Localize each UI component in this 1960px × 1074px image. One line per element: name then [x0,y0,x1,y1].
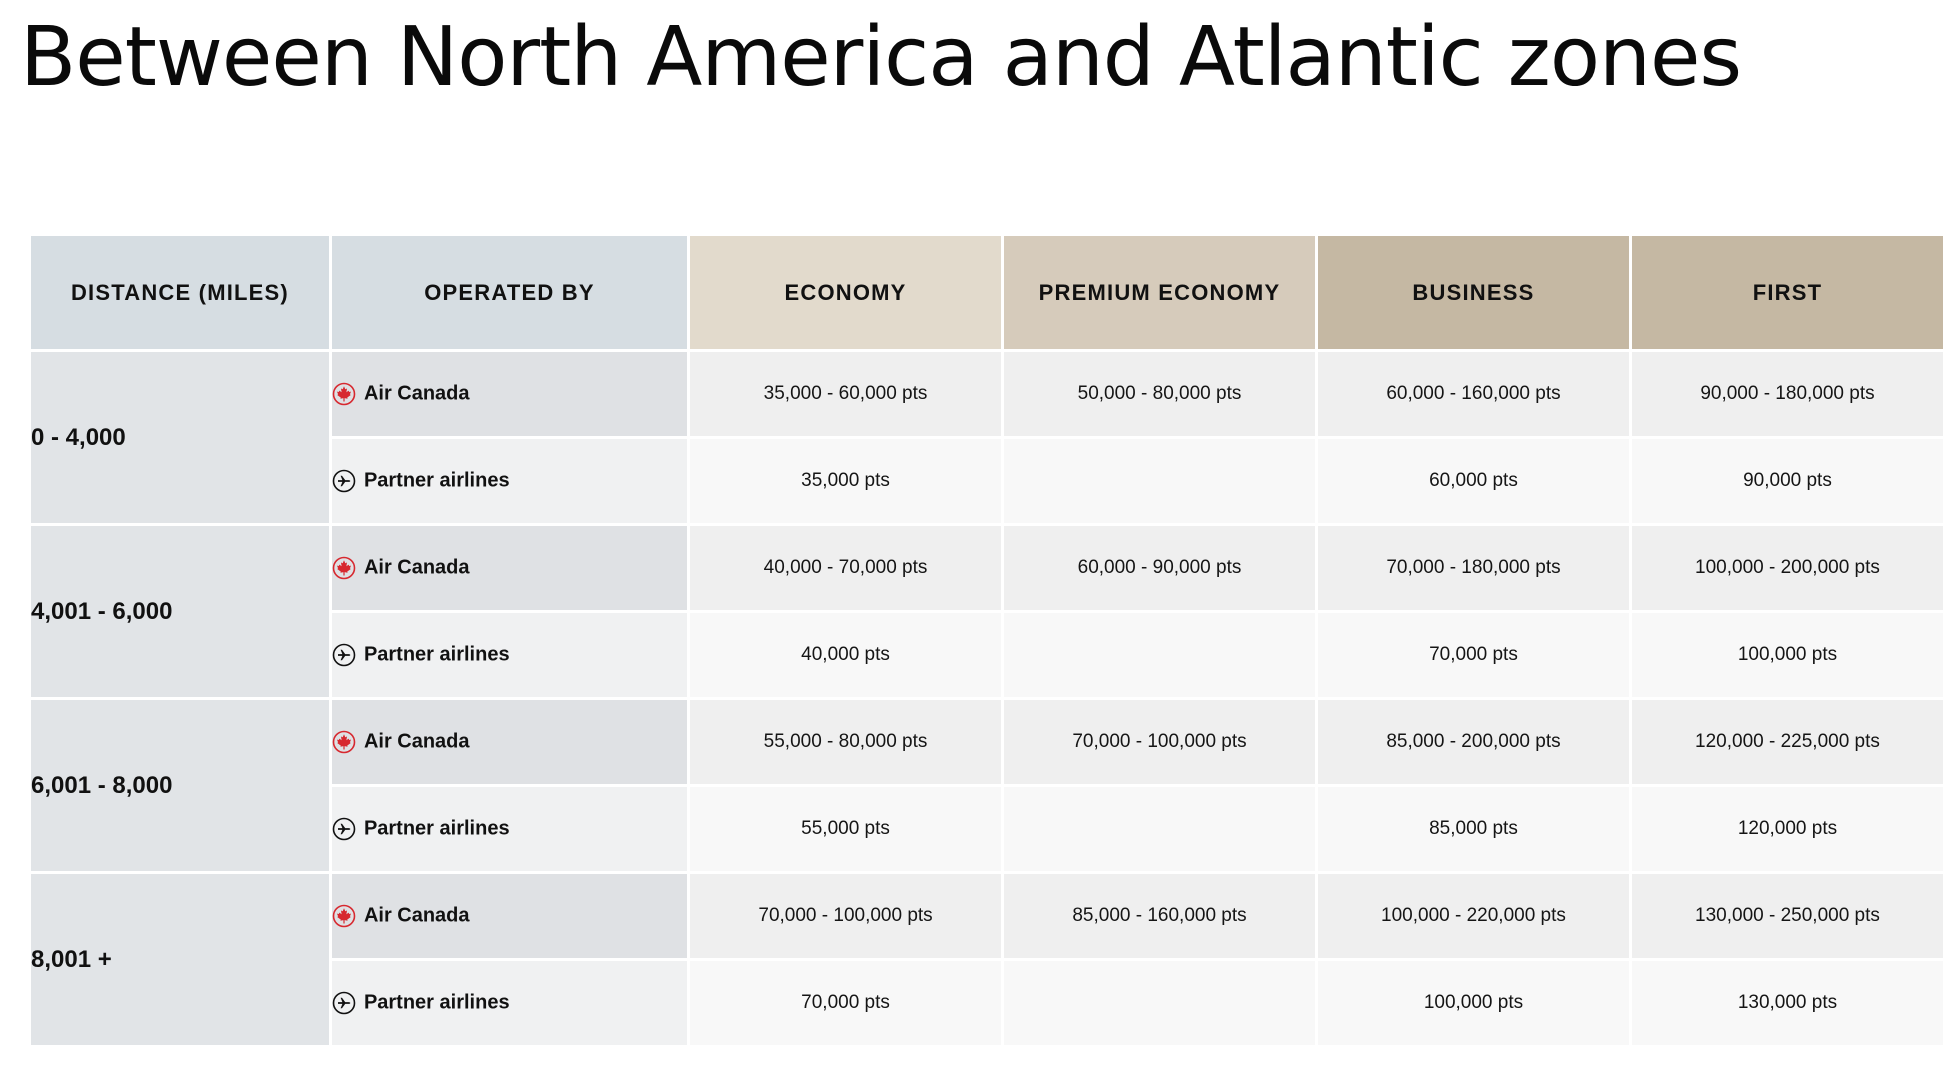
price-economy: 55,000 - 80,000 pts [690,700,1002,784]
award-chart-container: DISTANCE (MILES) OPERATED BY ECONOMY PRE… [28,233,1946,1048]
table-row: 4,001 - 6,000 Air Canada 40,000 - 70,000 p… [31,526,1943,697]
price-premium-economy [1004,961,1315,1045]
header-distance: DISTANCE (MILES) [31,236,329,349]
table-row: 8,001 + Air Canada 70,000 - 100,000 pts 85,… [31,874,1943,1045]
operator-label: Partner airlines [363,991,510,1014]
price-business: 60,000 - 160,000 pts [1317,352,1629,436]
operator-label: Partner airlines [363,469,510,492]
page-title: Between North America and Atlantic zones [20,10,1742,105]
price-economy: 35,000 pts [690,439,1002,523]
table-row: Partner airlines 40,000 pts 70,000 pts 100,… [31,613,1943,697]
operator-cell-partner-airlines: Partner airlines [331,613,688,697]
operator-cell-air-canada: Air Canada [331,352,688,436]
price-first: 100,000 - 200,000 pts [1631,526,1943,610]
price-first: 100,000 pts [1631,613,1943,697]
operator-cell-partner-airlines: Partner airlines [331,439,688,523]
price-premium-economy [1004,439,1315,523]
price-first: 120,000 pts [1631,787,1943,871]
price-business: 100,000 pts [1317,961,1629,1045]
maple-leaf-icon [332,556,356,580]
maple-leaf-icon [332,730,356,754]
price-business: 85,000 pts [1317,787,1629,871]
price-economy: 70,000 pts [690,961,1002,1045]
table-row: 0 - 4,000 Air Canada 35,000 - 60,000 pts 50… [31,352,1943,523]
header-business: BUSINESS [1317,236,1629,349]
maple-leaf-icon [332,904,356,928]
price-economy: 40,000 pts [690,613,1002,697]
price-premium-economy: 85,000 - 160,000 pts [1004,874,1315,958]
distance-band: 4,001 - 6,000 [31,526,329,697]
price-economy: 55,000 pts [690,787,1002,871]
price-economy: 35,000 - 60,000 pts [690,352,1002,436]
price-premium-economy: 70,000 - 100,000 pts [1004,700,1315,784]
price-first: 120,000 - 225,000 pts [1631,700,1943,784]
price-premium-economy [1004,787,1315,871]
header-operated-by: OPERATED BY [331,236,688,349]
price-premium-economy [1004,613,1315,697]
operator-cell-air-canada: Air Canada [331,700,688,784]
chart-body: 0 - 4,000 Air Canada 35,000 - 60,000 pts 50… [31,352,1943,1045]
plane-circle-icon [332,991,356,1015]
operator-label: Partner airlines [363,817,510,840]
price-business: 70,000 pts [1317,613,1629,697]
header-economy: ECONOMY [690,236,1002,349]
price-business: 85,000 - 200,000 pts [1317,700,1629,784]
distance-band: 8,001 + [31,874,329,1045]
table-row: Partner airlines 70,000 pts 100,000 pts 130… [31,961,1943,1045]
price-first: 130,000 - 250,000 pts [1631,874,1943,958]
price-first: 90,000 pts [1631,439,1943,523]
price-economy: 70,000 - 100,000 pts [690,874,1002,958]
operator-label: Partner airlines [363,643,510,666]
price-business: 100,000 - 220,000 pts [1317,874,1629,958]
header-first: FIRST [1631,236,1943,349]
table-row: 6,001 - 8,000 Air Canada 55,000 - 80,000 p… [31,700,1943,871]
header-premium-economy: PREMIUM ECONOMY [1004,236,1315,349]
operator-cell-air-canada: Air Canada [331,874,688,958]
plane-circle-icon [332,643,356,667]
operator-cell-partner-airlines: Partner airlines [331,787,688,871]
distance-band: 0 - 4,000 [31,352,329,523]
price-business: 60,000 pts [1317,439,1629,523]
award-chart-table: DISTANCE (MILES) OPERATED BY ECONOMY PRE… [28,233,1946,1048]
plane-circle-icon [332,469,356,493]
price-business: 70,000 - 180,000 pts [1317,526,1629,610]
price-premium-economy: 60,000 - 90,000 pts [1004,526,1315,610]
maple-leaf-icon [332,382,356,406]
operator-label: Air Canada [363,904,470,927]
operator-label: Air Canada [363,382,470,405]
operator-cell-air-canada: Air Canada [331,526,688,610]
price-first: 130,000 pts [1631,961,1943,1045]
header-row: DISTANCE (MILES) OPERATED BY ECONOMY PRE… [31,236,1943,349]
distance-band: 6,001 - 8,000 [31,700,329,871]
plane-circle-icon [332,817,356,841]
table-row: Partner airlines 55,000 pts 85,000 pts 120,… [31,787,1943,871]
operator-label: Air Canada [363,556,470,579]
operator-cell-partner-airlines: Partner airlines [331,961,688,1045]
operator-label: Air Canada [363,730,470,753]
price-first: 90,000 - 180,000 pts [1631,352,1943,436]
price-premium-economy: 50,000 - 80,000 pts [1004,352,1315,436]
table-row: Partner airlines 35,000 pts 60,000 pts 90,0… [31,439,1943,523]
price-economy: 40,000 - 70,000 pts [690,526,1002,610]
